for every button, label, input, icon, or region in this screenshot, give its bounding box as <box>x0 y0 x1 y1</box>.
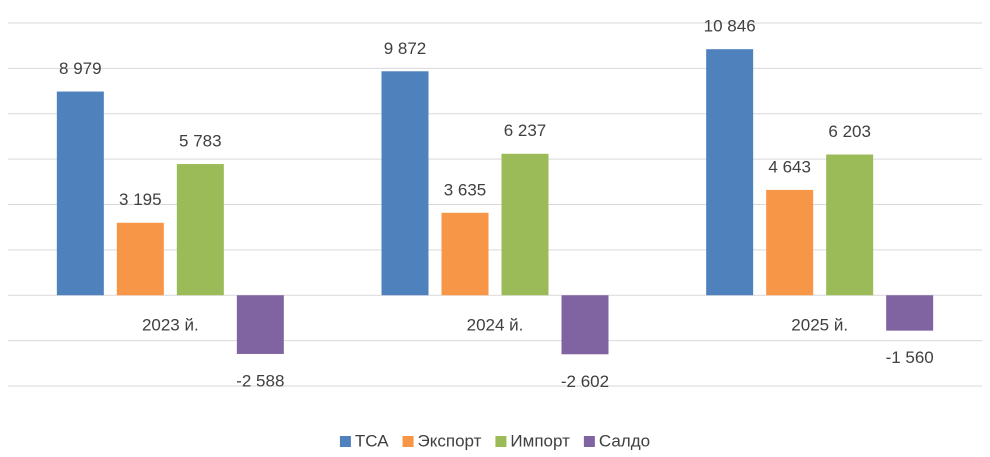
data-label: 10 846 <box>704 17 756 36</box>
bar <box>236 295 284 354</box>
x-tick-label: 2025 й. <box>791 316 848 335</box>
legend-label: Экспорт <box>418 431 482 450</box>
data-label: 8 979 <box>59 59 102 78</box>
data-label: 6 237 <box>504 121 547 140</box>
bar <box>176 164 224 296</box>
bar <box>381 71 429 296</box>
data-label: 3 635 <box>444 180 487 199</box>
data-label: 4 643 <box>768 157 811 176</box>
legend-swatch <box>495 436 507 447</box>
legend-label: Салдо <box>599 431 650 450</box>
data-label: 6 203 <box>828 122 871 141</box>
bar <box>441 212 489 296</box>
x-tick-label: 2023 й. <box>142 316 199 335</box>
bar <box>706 49 754 296</box>
data-label: -2 588 <box>236 371 284 390</box>
bar <box>766 189 814 296</box>
data-label: 3 195 <box>119 190 162 209</box>
bar <box>886 295 934 331</box>
bar <box>561 295 609 355</box>
legend-swatch <box>402 436 414 447</box>
bar <box>501 153 549 296</box>
legend-swatch <box>583 436 595 447</box>
bar <box>116 222 164 296</box>
data-label: -1 560 <box>886 348 934 367</box>
data-label: -2 602 <box>561 372 609 391</box>
legend-label: ТСА <box>355 431 389 450</box>
data-label: 9 872 <box>384 39 427 58</box>
data-label: 5 783 <box>179 132 222 151</box>
bar <box>56 91 104 296</box>
x-tick-label: 2024 й. <box>467 316 524 335</box>
legend-swatch <box>339 436 351 447</box>
legend-label: Импорт <box>510 431 570 450</box>
bar <box>826 154 874 296</box>
